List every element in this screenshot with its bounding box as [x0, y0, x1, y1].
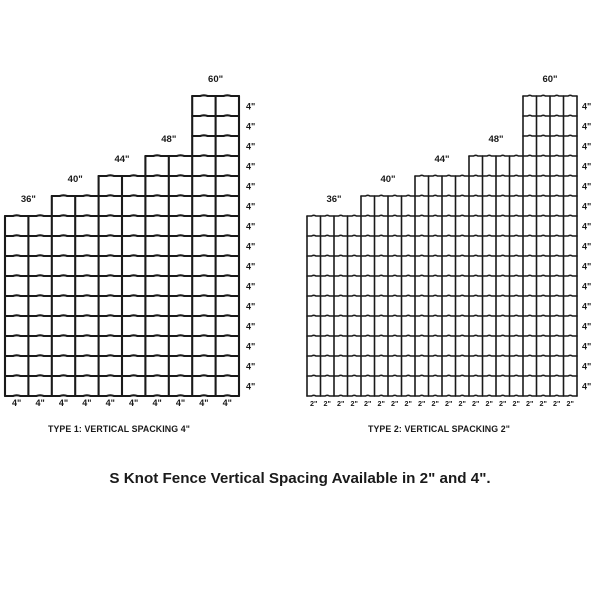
svg-text:2": 2"	[391, 399, 398, 408]
svg-text:4": 4"	[129, 398, 138, 408]
svg-text:2": 2"	[459, 399, 466, 408]
svg-text:2": 2"	[526, 399, 533, 408]
svg-text:2": 2"	[405, 399, 412, 408]
svg-text:4": 4"	[59, 398, 68, 408]
svg-text:4": 4"	[582, 242, 591, 252]
svg-text:4": 4"	[246, 342, 255, 352]
svg-text:48": 48"	[161, 134, 176, 145]
svg-text:2": 2"	[337, 399, 344, 408]
svg-text:36": 36"	[326, 194, 341, 205]
svg-text:4": 4"	[246, 182, 255, 192]
svg-text:2": 2"	[472, 399, 479, 408]
svg-text:4": 4"	[246, 262, 255, 272]
svg-text:4": 4"	[82, 398, 91, 408]
svg-text:4": 4"	[582, 182, 591, 192]
svg-text:4": 4"	[582, 282, 591, 292]
svg-text:4": 4"	[246, 122, 255, 132]
svg-text:2": 2"	[324, 399, 331, 408]
svg-text:4": 4"	[152, 398, 161, 408]
svg-text:4": 4"	[582, 382, 591, 392]
svg-text:2": 2"	[445, 399, 452, 408]
svg-text:48": 48"	[488, 134, 503, 145]
svg-text:4": 4"	[582, 302, 591, 312]
svg-text:4": 4"	[176, 398, 185, 408]
svg-text:4": 4"	[582, 362, 591, 372]
svg-text:4": 4"	[246, 162, 255, 172]
svg-text:4": 4"	[223, 398, 232, 408]
svg-text:4": 4"	[35, 398, 44, 408]
svg-text:2": 2"	[540, 399, 547, 408]
svg-text:4": 4"	[106, 398, 115, 408]
svg-text:4": 4"	[199, 398, 208, 408]
svg-text:4": 4"	[246, 102, 255, 112]
svg-text:4": 4"	[246, 222, 255, 232]
svg-text:2": 2"	[499, 399, 506, 408]
svg-text:4": 4"	[246, 382, 255, 392]
svg-text:4": 4"	[582, 262, 591, 272]
svg-text:4": 4"	[582, 342, 591, 352]
svg-text:4": 4"	[582, 122, 591, 132]
svg-text:4": 4"	[582, 162, 591, 172]
svg-text:4": 4"	[582, 102, 591, 112]
svg-text:44": 44"	[114, 154, 129, 165]
svg-text:2": 2"	[418, 399, 425, 408]
svg-text:2": 2"	[310, 399, 317, 408]
svg-text:4": 4"	[246, 142, 255, 152]
svg-text:4": 4"	[12, 398, 21, 408]
svg-text:2": 2"	[432, 399, 439, 408]
svg-text:4": 4"	[582, 142, 591, 152]
svg-text:60": 60"	[542, 74, 557, 85]
svg-text:2": 2"	[364, 399, 371, 408]
svg-text:2": 2"	[567, 399, 574, 408]
svg-text:60": 60"	[208, 74, 223, 85]
svg-text:4": 4"	[582, 322, 591, 332]
svg-text:40": 40"	[380, 174, 395, 185]
svg-text:2": 2"	[513, 399, 520, 408]
svg-text:2": 2"	[553, 399, 560, 408]
svg-text:4": 4"	[246, 322, 255, 332]
svg-text:4": 4"	[246, 302, 255, 312]
svg-text:2": 2"	[351, 399, 358, 408]
svg-text:2": 2"	[486, 399, 493, 408]
svg-text:4": 4"	[582, 202, 591, 212]
svg-text:36": 36"	[21, 194, 36, 205]
svg-text:4": 4"	[582, 222, 591, 232]
svg-text:44": 44"	[434, 154, 449, 165]
svg-text:4": 4"	[246, 202, 255, 212]
svg-text:4": 4"	[246, 242, 255, 252]
svg-text:2": 2"	[378, 399, 385, 408]
svg-text:4": 4"	[246, 282, 255, 292]
svg-text:4": 4"	[246, 362, 255, 372]
svg-text:40": 40"	[68, 174, 83, 185]
